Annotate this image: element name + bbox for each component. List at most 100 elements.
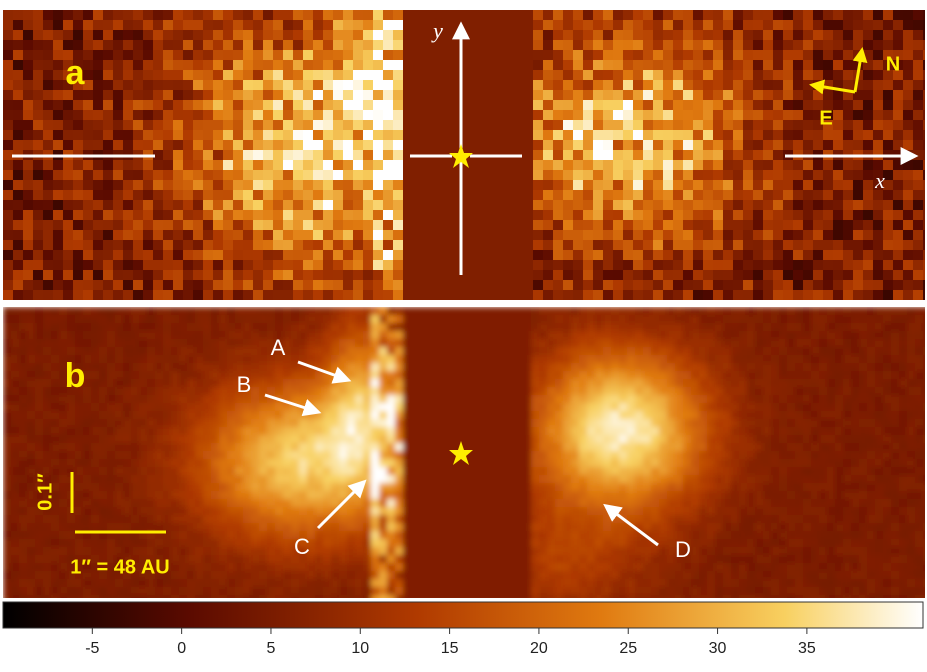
pixel (723, 427, 732, 436)
pixel (763, 307, 772, 316)
pixel (153, 210, 164, 221)
pixel (387, 379, 396, 388)
pixel (883, 427, 892, 436)
pixel (435, 339, 444, 348)
pixel (83, 130, 94, 141)
pixel (893, 230, 904, 241)
pixel (893, 260, 904, 271)
pixel (875, 395, 884, 404)
pixel (873, 80, 884, 91)
pixel (115, 411, 124, 420)
pixel (907, 411, 916, 420)
pixel (413, 280, 424, 291)
pixel (723, 100, 734, 111)
pixel (133, 290, 144, 300)
pixel (883, 451, 892, 460)
pixel (107, 307, 116, 316)
pixel (463, 50, 474, 61)
pixel (33, 140, 44, 151)
pixel (427, 347, 436, 356)
pixel (99, 379, 108, 388)
pixel (233, 70, 244, 81)
pixel (573, 200, 584, 211)
pixel (123, 210, 134, 221)
pixel (763, 280, 774, 291)
pixel (611, 387, 620, 396)
pixel (563, 60, 574, 71)
pixel (393, 200, 404, 211)
pixel (593, 130, 604, 141)
pixel (43, 280, 54, 291)
pixel (803, 230, 814, 241)
pixel (803, 180, 814, 191)
pixel (593, 10, 604, 21)
pixel (633, 50, 644, 61)
pixel (543, 140, 554, 151)
pixel (795, 371, 804, 380)
pixel (571, 459, 580, 468)
pixel (59, 387, 68, 396)
pixel (293, 70, 304, 81)
pixel (653, 220, 664, 231)
pixel (793, 180, 804, 191)
pixel (723, 315, 732, 324)
pixel (183, 190, 194, 201)
pixel (13, 280, 24, 291)
pixel (587, 419, 596, 428)
pixel (653, 20, 664, 31)
pixel (259, 443, 268, 452)
pixel (259, 395, 268, 404)
pixel (539, 387, 548, 396)
pixel (323, 60, 334, 71)
pixel (463, 130, 474, 141)
pixel (873, 230, 884, 241)
pixel (553, 60, 564, 71)
pixel (213, 190, 224, 201)
pixel (323, 210, 334, 221)
pixel (413, 10, 424, 21)
pixel (731, 307, 740, 316)
pixel (211, 411, 220, 420)
pixel (613, 190, 624, 201)
pixel (707, 371, 716, 380)
pixel (3, 403, 12, 412)
pixel (483, 90, 494, 101)
pixel (883, 60, 894, 71)
pixel (699, 411, 708, 420)
pixel (739, 435, 748, 444)
pixel (267, 411, 276, 420)
pixel (867, 411, 876, 420)
pixel (713, 250, 724, 261)
pixel (555, 339, 564, 348)
pixel (223, 50, 234, 61)
pixel (243, 339, 252, 348)
pixel (253, 180, 264, 191)
pixel (503, 130, 514, 141)
pixel (793, 120, 804, 131)
pixel (333, 80, 344, 91)
pixel (893, 250, 904, 261)
pixel (59, 355, 68, 364)
pixel (867, 355, 876, 364)
pixel (83, 220, 94, 231)
pixel (923, 347, 925, 356)
pixel (627, 339, 636, 348)
pixel (555, 459, 564, 468)
pixel (99, 315, 108, 324)
pixel (99, 451, 108, 460)
pixel (93, 140, 104, 151)
pixel (753, 80, 764, 91)
pixel (13, 140, 24, 151)
pixel (363, 363, 372, 372)
pixel (453, 100, 464, 111)
pixel (355, 459, 364, 468)
pixel (873, 90, 884, 101)
pixel (293, 50, 304, 61)
pixel (743, 210, 754, 221)
pixel (433, 20, 444, 31)
pixel (27, 355, 36, 364)
pixel (387, 363, 396, 372)
pixel (423, 220, 434, 231)
pixel (123, 90, 134, 101)
pixel (713, 60, 724, 71)
